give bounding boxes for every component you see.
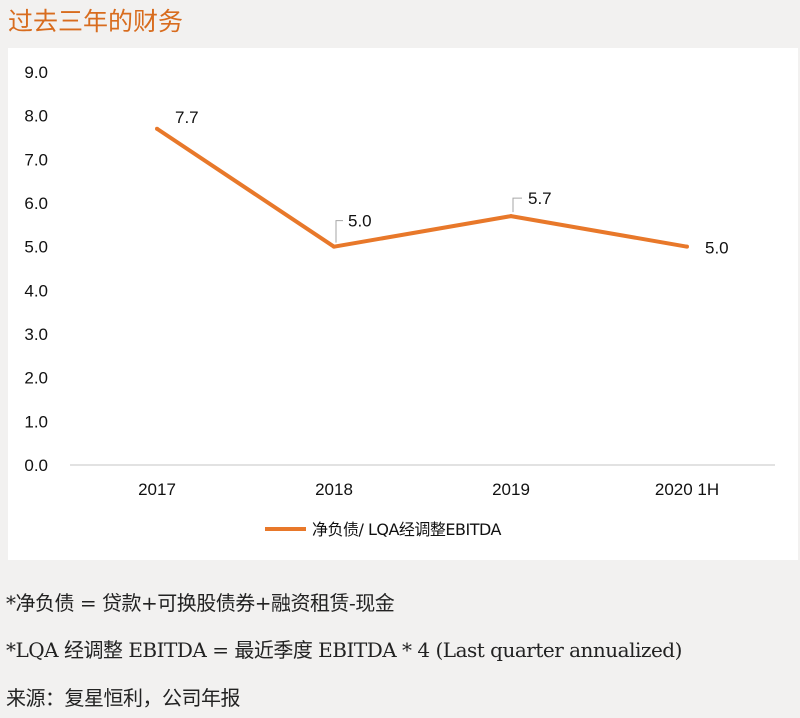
- y-tick-label: 6.0: [24, 194, 48, 213]
- x-tick-label: 2017: [138, 480, 176, 499]
- data-point: [685, 244, 689, 249]
- data-label: 5.7: [528, 189, 552, 208]
- chart-panel: [8, 48, 798, 560]
- footnote-source: 来源：复星恒利，公司年报: [6, 686, 241, 710]
- legend-label: 净负债/ LQA经调整EBITDA: [312, 520, 502, 539]
- y-tick-label: 1.0: [24, 412, 48, 431]
- series-line: [155, 127, 688, 249]
- chart-title: 过去三年的财务: [8, 7, 184, 36]
- data-label-leader: [512, 197, 522, 213]
- line-chart: 0.0 1.0 2.0 3.0 4.0 5.0 6.0 7.0 8.0 9.0 2017 2018 20…: [24, 63, 775, 539]
- y-tick-label: 5.0: [24, 238, 48, 257]
- y-tick-label: 9.0: [24, 63, 48, 82]
- data-label: 5.0: [705, 239, 729, 258]
- data-label: 5.0: [348, 212, 372, 231]
- x-tick-label: 2020 1H: [655, 480, 719, 499]
- footnote-lqa-ebitda: *LQA 经调整 EBITDA = 最近季度 EBITDA * 4 (Last …: [6, 638, 682, 662]
- y-tick-label: 8.0: [24, 107, 48, 126]
- y-tick-label: 3.0: [24, 325, 48, 344]
- y-tick-label: 7.0: [24, 150, 48, 169]
- data-label: 7.7: [175, 108, 199, 127]
- data-point: [155, 126, 159, 131]
- y-tick-label: 2.0: [24, 369, 48, 388]
- footnote-net-debt: *净负债 = 贷款+可换股债券+融资租赁-现金: [6, 591, 395, 615]
- x-tick-label: 2019: [492, 480, 530, 499]
- data-point: [332, 244, 336, 249]
- data-label-leader: [335, 220, 343, 243]
- y-tick-label: 0.0: [24, 456, 48, 475]
- x-tick-label: 2018: [315, 480, 353, 499]
- data-point: [509, 214, 513, 219]
- y-tick-label: 4.0: [24, 281, 48, 300]
